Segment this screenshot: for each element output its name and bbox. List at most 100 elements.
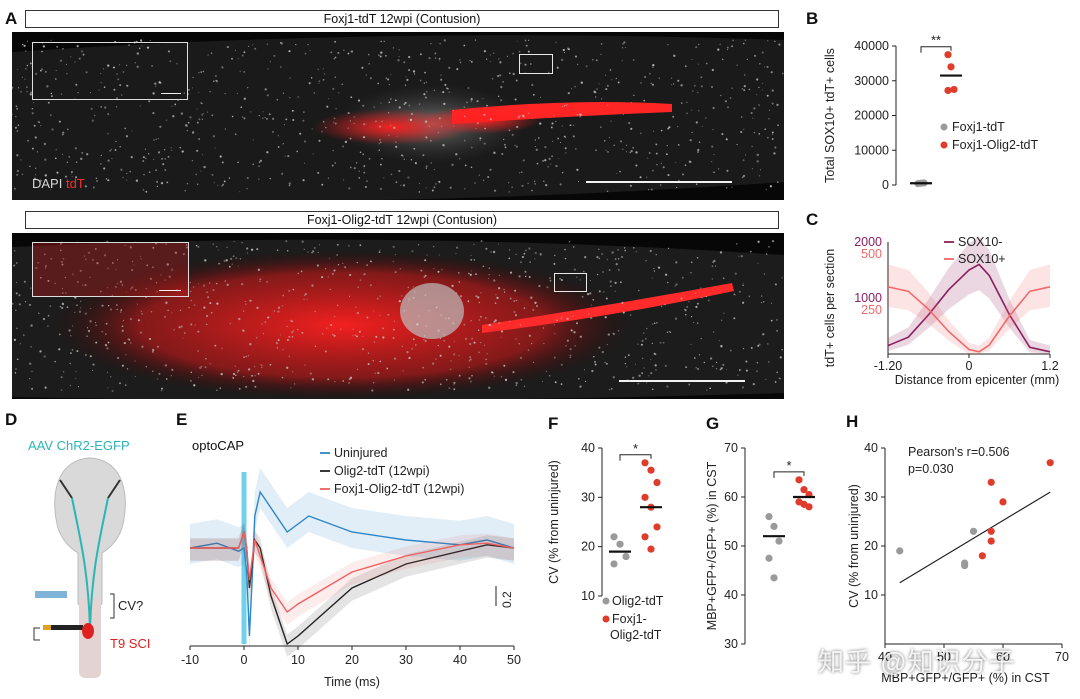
micrograph-top-svg [12, 35, 784, 200]
dapi-dot [766, 65, 769, 69]
dapi-dot [433, 267, 435, 270]
dapi-dot [13, 187, 16, 190]
lesion-core-bottom [400, 283, 464, 339]
dapi-dot [318, 80, 321, 83]
y-tick-label: 40 [724, 588, 738, 602]
dapi-dot [435, 358, 437, 360]
dapi-dot [487, 278, 490, 280]
dapi-dot [601, 350, 604, 354]
dapi-dot [470, 259, 473, 261]
dapi-dot [553, 262, 556, 265]
dapi-dot [165, 119, 168, 121]
dapi-dot [744, 154, 747, 156]
dapi-dot [206, 291, 209, 293]
dapi-dot [141, 345, 144, 348]
dapi-dot [535, 148, 538, 151]
dapi-dot [470, 254, 472, 256]
dapi-dot [337, 264, 340, 266]
dapi-dot [140, 39, 143, 42]
dapi-dot [62, 288, 63, 289]
dapi-dot [183, 92, 185, 94]
dapi-dot [686, 101, 688, 103]
dapi-dot [451, 284, 454, 288]
dapi-dot [33, 124, 36, 127]
dapi-dot [611, 388, 613, 390]
dapi-dot [291, 320, 293, 323]
dapi-dot [632, 376, 635, 379]
dapi-dot [650, 372, 653, 375]
dapi-dot [609, 280, 612, 283]
dapi-dot [485, 247, 488, 250]
watermark: 知乎 @知识分子 [818, 647, 1016, 677]
dapi-dot [504, 146, 507, 149]
dapi-dot [85, 71, 88, 74]
dapi-dot [453, 384, 455, 386]
dapi-dot [688, 383, 691, 386]
dapi-dot [332, 87, 335, 90]
dapi-dot [145, 190, 148, 193]
dapi-dot [153, 139, 155, 141]
dapi-dot [598, 290, 601, 293]
dapi-dot [35, 174, 37, 176]
data-point [641, 533, 649, 541]
dapi-dot [600, 126, 602, 128]
dapi-dot [170, 268, 174, 271]
dapi-dot [533, 180, 536, 182]
dapi-dot [186, 182, 189, 185]
dapi-dot [577, 63, 579, 65]
dapi-dot [378, 142, 381, 145]
dapi-dot [202, 154, 204, 156]
dapi-dot [623, 247, 626, 249]
dapi-dot [25, 50, 27, 52]
dapi-dot [44, 386, 47, 389]
dapi-dot [353, 122, 355, 125]
dapi-dot [101, 330, 104, 333]
dapi-dot [646, 382, 648, 384]
dapi-dot [750, 346, 753, 349]
dapi-dot [261, 323, 263, 325]
dapi-dot [538, 284, 541, 288]
dapi-dot [632, 246, 635, 249]
dapi-dot [156, 291, 158, 293]
dapi-dot [18, 303, 21, 306]
dapi-dot [628, 121, 631, 125]
dapi-dot [504, 378, 508, 382]
dapi-dot [550, 163, 552, 165]
dapi-dot [655, 143, 658, 146]
dapi-dot [712, 331, 715, 333]
dapi-dot [744, 39, 747, 42]
dapi-dot [222, 183, 225, 186]
dapi-dot [666, 144, 668, 147]
dapi-dot [551, 122, 554, 125]
dapi-dot [566, 104, 568, 106]
dapi-dot [388, 84, 390, 86]
dapi-dot [527, 112, 530, 114]
dapi-dot [60, 389, 63, 391]
dapi-dot [463, 44, 466, 47]
dapi-dot [595, 59, 598, 62]
dapi-dot [677, 79, 680, 82]
dapi-dot [92, 259, 94, 261]
dapi-dot [718, 339, 720, 341]
dapi-dot [203, 165, 206, 169]
dapi-dot [515, 253, 517, 256]
dapi-dot [598, 346, 601, 349]
dapi-dot [691, 59, 693, 61]
dapi-dot [503, 364, 506, 367]
dapi-dot [482, 179, 485, 181]
dapi-dot [776, 329, 779, 332]
dapi-dot [402, 184, 406, 187]
dapi-dot [259, 280, 261, 282]
y-tick-label: 10000 [854, 143, 889, 157]
dapi-dot [721, 58, 724, 61]
dapi-dot [321, 183, 324, 186]
dapi-dot [425, 81, 428, 84]
dapi-dot [184, 190, 186, 192]
series-line [887, 286, 1051, 353]
dapi-dot [617, 249, 619, 251]
dapi-dot [35, 167, 37, 169]
dapi-dot [527, 349, 530, 351]
dapi-dot [617, 81, 620, 84]
dapi-dot [54, 78, 57, 80]
